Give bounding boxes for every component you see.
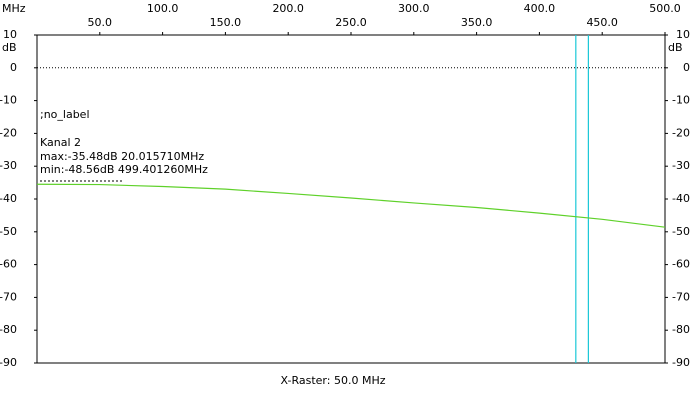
y-tick-label-right: -90	[672, 356, 690, 369]
y-tick-label-right: -10	[672, 94, 690, 107]
y-tick-label: -10	[0, 94, 17, 107]
x-tick-label: 350.0	[461, 16, 493, 29]
x-tick-label: 400.0	[524, 2, 556, 15]
y-tick-label: -20	[0, 126, 17, 139]
series-line	[36, 183, 666, 228]
y-tick-label: 0	[10, 61, 17, 74]
y-tick-label-right: 0	[683, 61, 690, 74]
x-tick-label: 50.0	[88, 16, 113, 29]
y-axis-label-right: dB	[668, 41, 683, 54]
y-tick-label-right: -30	[672, 159, 690, 172]
annotation: max:-35.48dB 20.015710MHz	[40, 150, 204, 163]
x-tick-label: 150.0	[210, 16, 242, 29]
y-tick-label: -80	[0, 323, 17, 336]
x-tick-label: 100.0	[147, 2, 179, 15]
y-tick-label: -40	[0, 192, 17, 205]
y-tick-label-right: -80	[672, 323, 690, 336]
y-tick-label: -50	[0, 225, 17, 238]
x-tick-label: 450.0	[586, 16, 618, 29]
x-tick-label: 500.0	[649, 2, 681, 15]
y-tick-label-right: -50	[672, 225, 690, 238]
y-tick-label: -90	[0, 356, 17, 369]
y-tick-label: 10	[3, 28, 17, 41]
annotation: Kanal 2	[40, 136, 81, 149]
y-tick-label-right: -60	[672, 258, 690, 271]
x-tick-label: 300.0	[398, 2, 430, 15]
footer: X-Raster: 50.0 MHz	[281, 374, 386, 387]
y-tick-label-right: -70	[672, 290, 690, 303]
x-axis-label: MHz	[2, 2, 26, 15]
y-tick-label-right: -40	[672, 192, 690, 205]
annotation: ;no_label	[40, 108, 90, 121]
y-tick-label-right: -20	[672, 126, 690, 139]
annotation: min:-48.56dB 499.401260MHz	[40, 163, 208, 176]
x-tick-label: 250.0	[335, 16, 367, 29]
y-tick-label-right: 10	[676, 28, 690, 41]
y-axis-label: dB	[2, 41, 17, 54]
y-tick-label: -30	[0, 159, 17, 172]
y-tick-label: -70	[0, 290, 17, 303]
x-tick-label: 200.0	[272, 2, 304, 15]
y-tick-label: -60	[0, 258, 17, 271]
